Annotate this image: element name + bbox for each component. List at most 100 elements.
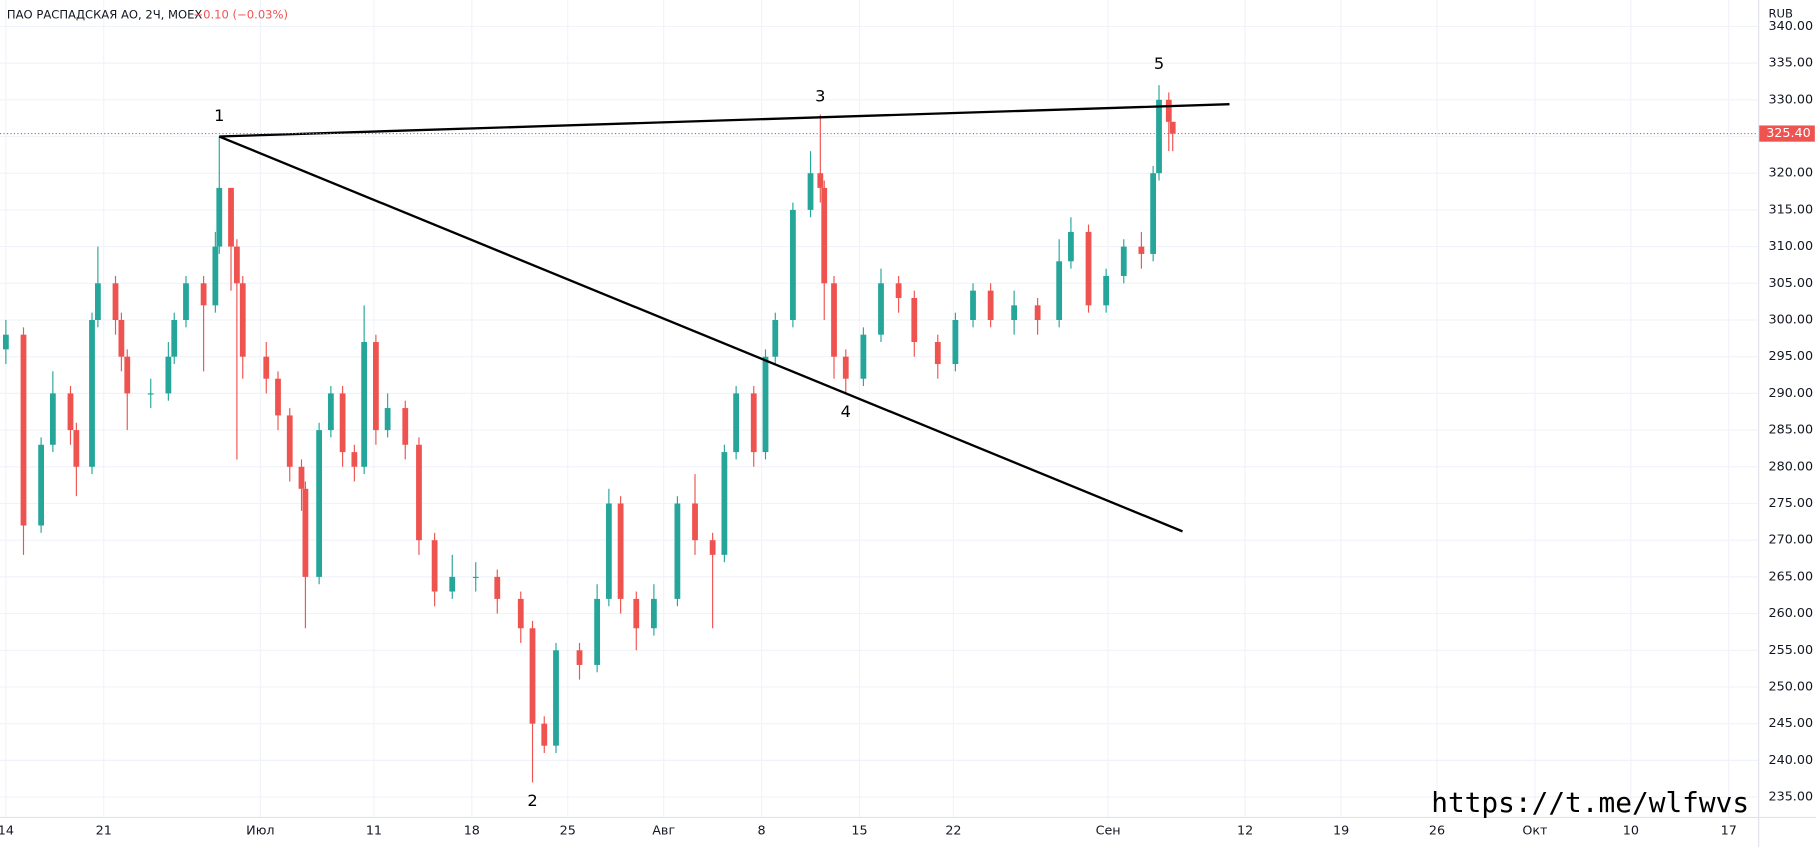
candle-body bbox=[302, 488, 309, 577]
candle-body bbox=[263, 356, 270, 379]
candle-body bbox=[709, 540, 716, 555]
candle-body bbox=[1056, 261, 1063, 320]
x-tick-label: 11 bbox=[366, 823, 382, 838]
y-tick-label: 315.00 bbox=[1769, 202, 1814, 217]
x-tick-label: 8 bbox=[758, 823, 766, 838]
wave-label: 3 bbox=[815, 86, 825, 105]
x-tick-label: 12 bbox=[1237, 823, 1253, 838]
candle-body bbox=[842, 356, 849, 379]
candle-body bbox=[472, 576, 479, 579]
candle-body bbox=[228, 187, 234, 247]
y-tick-label: 275.00 bbox=[1769, 496, 1814, 511]
candle-body bbox=[494, 576, 501, 599]
candle-body bbox=[361, 342, 368, 467]
candle-body bbox=[147, 393, 154, 395]
x-tick-label: 21 bbox=[96, 823, 112, 838]
candle-body bbox=[1068, 231, 1074, 262]
candle-body bbox=[762, 356, 769, 453]
candle-body bbox=[165, 356, 172, 394]
candle-body bbox=[817, 173, 824, 188]
candle-body bbox=[20, 334, 27, 526]
candle-body bbox=[529, 628, 536, 724]
candle-body bbox=[895, 283, 902, 298]
candle-body bbox=[772, 319, 779, 357]
candle-body bbox=[733, 393, 740, 453]
chart-title: ПАО РАСПАДСКАЯ АО, 2Ч, MOEX bbox=[7, 8, 202, 22]
trend-line bbox=[218, 135, 1183, 533]
y-tick-label: 340.00 bbox=[1769, 19, 1814, 34]
candle-body bbox=[541, 723, 548, 746]
candle-body bbox=[112, 283, 119, 320]
candle-body bbox=[118, 319, 125, 357]
candle-body bbox=[1169, 121, 1176, 134]
y-tick-label: 305.00 bbox=[1769, 276, 1814, 291]
x-tick-label: 19 bbox=[1333, 823, 1349, 838]
candle-body bbox=[651, 598, 657, 629]
price-change: −0.10 (−0.03%) bbox=[193, 8, 288, 22]
candle-body bbox=[233, 246, 240, 284]
candle-body bbox=[239, 283, 246, 357]
candle-body bbox=[1138, 246, 1145, 254]
y-tick-label: 320.00 bbox=[1769, 166, 1814, 181]
candle-body bbox=[970, 290, 976, 320]
candle-body bbox=[674, 503, 681, 599]
candle-body bbox=[617, 503, 624, 599]
x-tick-label: Июл bbox=[246, 823, 274, 838]
watermark: https://t.me/wlfwvs bbox=[1431, 786, 1749, 819]
candle-body bbox=[216, 187, 223, 247]
candle-body bbox=[171, 319, 178, 357]
plot bbox=[0, 85, 1759, 783]
candle-body bbox=[911, 297, 918, 343]
candle-body bbox=[38, 444, 45, 526]
candle-body bbox=[1034, 305, 1041, 320]
candle-body bbox=[790, 209, 796, 320]
y-tick-label: 235.00 bbox=[1769, 790, 1814, 805]
candle-body bbox=[831, 283, 837, 357]
x-tick-label: 26 bbox=[1429, 823, 1445, 838]
candle-body bbox=[2, 334, 9, 350]
candle-body bbox=[286, 415, 293, 467]
candle-body bbox=[987, 290, 994, 320]
y-tick-label: 300.00 bbox=[1769, 312, 1814, 327]
candle-body bbox=[200, 283, 207, 306]
candle-body bbox=[934, 342, 941, 365]
candle-body bbox=[183, 283, 189, 320]
x-tick-label: 22 bbox=[945, 823, 961, 838]
candle-body bbox=[1011, 305, 1018, 320]
y-tick-label: 330.00 bbox=[1769, 92, 1814, 107]
candle-body bbox=[384, 408, 391, 431]
candle-body bbox=[878, 283, 884, 335]
candle-body bbox=[1120, 246, 1127, 276]
candle-body bbox=[517, 598, 524, 629]
candle-body bbox=[1085, 231, 1092, 306]
trend-line bbox=[219, 103, 1230, 138]
candle-body bbox=[1150, 173, 1157, 254]
candle-body bbox=[1103, 275, 1110, 306]
y-tick-label: 295.00 bbox=[1769, 349, 1814, 364]
y-tick-label: 285.00 bbox=[1769, 423, 1814, 438]
candle-body bbox=[431, 540, 438, 592]
candle-body bbox=[1156, 99, 1162, 174]
y-tick-label: 245.00 bbox=[1769, 716, 1814, 731]
y-tick-label: 270.00 bbox=[1769, 533, 1814, 548]
candle-body bbox=[316, 430, 323, 577]
candle-body bbox=[73, 430, 80, 467]
candle-body bbox=[750, 393, 757, 453]
candle-body bbox=[416, 444, 422, 541]
candle-body bbox=[807, 173, 814, 210]
candle-body bbox=[327, 393, 334, 431]
candle-body bbox=[67, 393, 74, 431]
x-tick-label: Сен bbox=[1096, 823, 1121, 838]
candle-body bbox=[94, 283, 101, 320]
y-tick-label: 310.00 bbox=[1769, 239, 1814, 254]
last-price-badge bbox=[1759, 125, 1815, 142]
candle-body bbox=[633, 598, 640, 629]
y-tick-label: 240.00 bbox=[1769, 753, 1814, 768]
y-tick-label: 290.00 bbox=[1769, 386, 1814, 401]
candle-body bbox=[89, 319, 95, 467]
x-tick-label: 14 bbox=[0, 823, 14, 838]
y-tick-label: 250.00 bbox=[1769, 679, 1814, 694]
candle-body bbox=[860, 334, 867, 379]
